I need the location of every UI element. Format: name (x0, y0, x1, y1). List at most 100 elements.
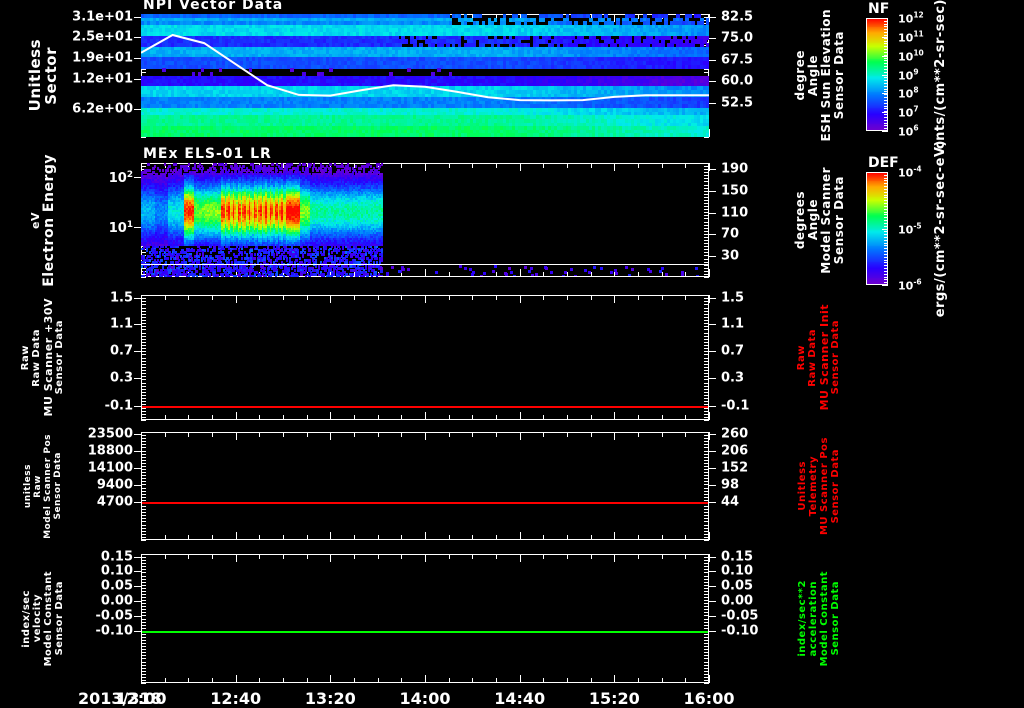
y-minor-tick (141, 451, 146, 452)
x-tick (685, 432, 686, 437)
y-tick-label: 0.3 (721, 372, 744, 385)
colorbar-minor-tick (884, 195, 888, 196)
y-minor-tick (141, 398, 146, 399)
y-minor-tick (704, 494, 709, 495)
colorbar-minor-tick (884, 183, 888, 184)
x-tick (188, 554, 189, 559)
y-minor-tick (704, 662, 709, 663)
y-minor-tick (704, 582, 709, 583)
colorbar-minor-tick (884, 52, 888, 53)
axis-title-line: Telemetry (809, 456, 819, 516)
colorbar-minor-tick (884, 58, 888, 59)
y-major-tick (134, 468, 141, 469)
x-tick (638, 678, 639, 683)
y-minor-tick (141, 447, 146, 448)
y-major-tick (709, 502, 716, 503)
y-minor-tick (141, 488, 146, 489)
colorbar-minor-tick (884, 257, 888, 258)
colorbar-tick-nf: 106 (898, 124, 919, 139)
y-minor-tick (141, 509, 146, 510)
y-minor-tick (141, 326, 146, 327)
colorbar-minor-tick (884, 260, 888, 261)
colorbar-tick-nf: 109 (898, 67, 919, 82)
x-tick (685, 554, 686, 559)
x-tick (425, 432, 426, 440)
colorbar-minor-tick (884, 277, 888, 278)
colorbar-minor-tick (884, 18, 888, 19)
y-minor-tick (704, 572, 709, 573)
y-minor-tick (141, 484, 146, 485)
y-minor-tick (141, 376, 146, 377)
axis-title: Sensor Data Model Scanner Angle degrees (771, 163, 867, 277)
colorbar-minor-tick (884, 220, 888, 221)
y-tick-label: 1.2e+01 (72, 72, 133, 85)
x-tick (354, 535, 355, 540)
axis-title-line: Angle (807, 55, 819, 96)
x-tick (709, 675, 710, 683)
y-minor-tick (141, 662, 146, 663)
y-minor-tick (141, 572, 146, 573)
colorbar-minor-tick (884, 254, 888, 255)
y-minor-tick (141, 379, 146, 380)
y-minor-tick (141, 298, 146, 299)
y-minor-tick (704, 345, 709, 346)
y-minor-tick (704, 521, 709, 522)
y-minor-tick (141, 652, 146, 653)
y-major-tick (134, 571, 141, 572)
x-tick (212, 554, 213, 559)
x-tick (472, 415, 473, 420)
y-minor-tick (141, 582, 146, 583)
y-tick-label: 0.05 (721, 580, 753, 593)
y-minor-tick (704, 652, 709, 653)
x-tick (614, 432, 615, 440)
y-minor-tick (704, 333, 709, 334)
y-tick-label: 0.7 (110, 345, 133, 358)
axis-title: Sensor Data Model Constant acceleration ind… (771, 554, 867, 683)
colorbar-title-nf: NF (868, 1, 889, 17)
x-tick (165, 535, 166, 540)
y-minor-tick (704, 481, 709, 482)
panel-frame-4 (141, 554, 709, 683)
y-minor-tick (704, 515, 709, 516)
y-minor-tick (704, 367, 709, 368)
axis-title-line: MU Scanner Pos (820, 437, 830, 535)
y-minor-tick (704, 506, 709, 507)
y-tick-label: 1.9e+01 (72, 51, 133, 64)
y-minor-tick (141, 515, 146, 516)
y-minor-tick (704, 560, 709, 561)
colorbar-minor-tick (884, 212, 888, 213)
y-minor-tick (141, 317, 146, 318)
y-minor-tick (704, 579, 709, 580)
colorbar-minor-tick (884, 66, 888, 67)
y-minor-tick (141, 525, 146, 526)
y-minor-tick (141, 649, 146, 650)
y-minor-tick (704, 386, 709, 387)
colorbar-minor-tick (884, 209, 888, 210)
y-minor-tick (141, 304, 146, 305)
y-minor-tick (141, 643, 146, 644)
y-minor-tick (704, 628, 709, 629)
x-tick (685, 415, 686, 420)
y-minor-tick (141, 463, 146, 464)
y-major-tick (709, 38, 716, 39)
y-minor-tick (704, 665, 709, 666)
colorbar-minor-tick (884, 108, 888, 109)
x-tick (236, 412, 237, 420)
axis-title: Electron Energy eV (6, 163, 80, 277)
axis-title-line: Sensor Data (833, 176, 845, 264)
x-tick-label: 12:40 (210, 689, 261, 708)
axis-title-line: Sensor Data (831, 449, 841, 523)
y-major-tick (709, 451, 716, 452)
y-tick-label: 0.15 (721, 550, 753, 563)
y-minor-tick (141, 472, 146, 473)
y-minor-tick (704, 472, 709, 473)
y-minor-tick (141, 521, 146, 522)
x-tick (662, 432, 663, 437)
x-tick (307, 535, 308, 540)
colorbar-minor-tick (884, 46, 888, 47)
axis-title-line: Sensor Data (831, 320, 841, 394)
panel-title: MEx ELS-01 LR (143, 146, 272, 162)
colorbar-minor-tick (884, 214, 888, 215)
y-minor-tick (141, 401, 146, 402)
y-minor-tick (141, 557, 146, 558)
